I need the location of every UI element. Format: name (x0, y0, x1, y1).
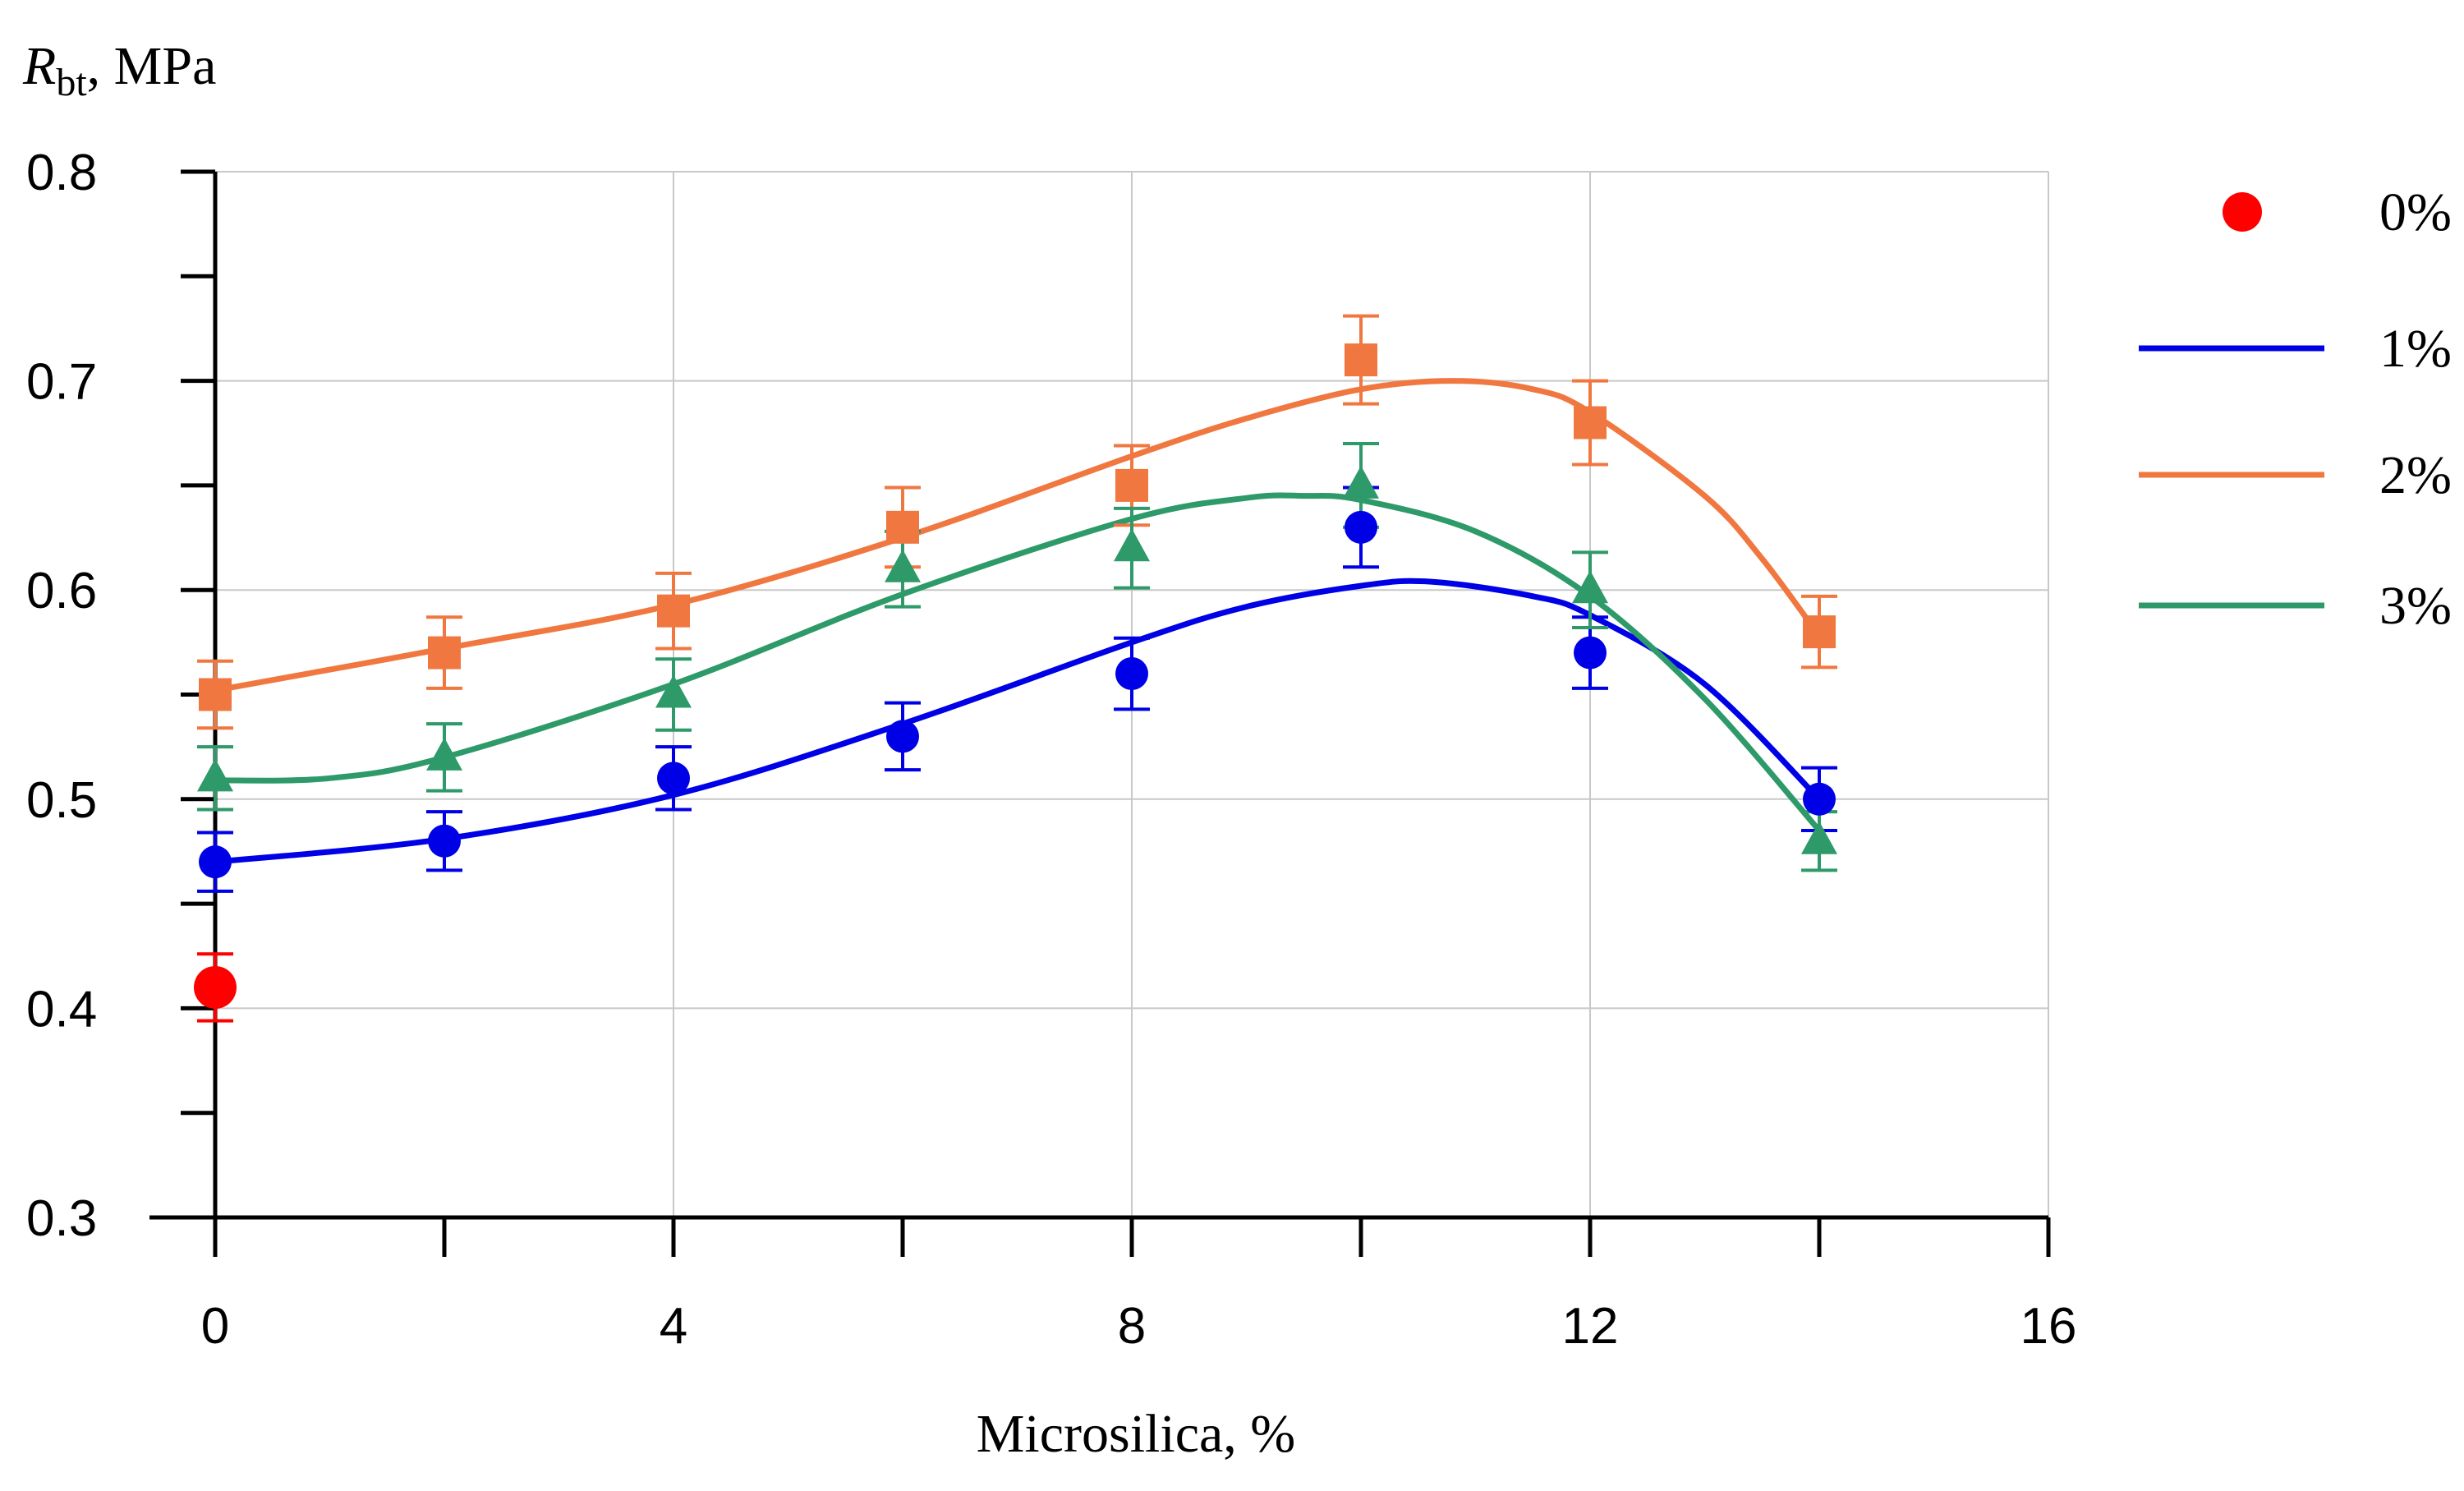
marker-3pct (426, 737, 462, 771)
legend-item-1pct: 1% (2139, 319, 2452, 379)
x-tick-label: 12 (1562, 1298, 1619, 1355)
y-tick-label: 0.6 (26, 563, 97, 619)
marker-3pct (1114, 528, 1150, 562)
legend-label: 2% (2379, 445, 2452, 505)
marker-0pct (194, 965, 237, 1009)
marker-2pct (199, 678, 232, 711)
legend-label: 3% (2379, 576, 2452, 636)
axes (149, 172, 2048, 1220)
x-axis-ticks: 0 4 8 12 16 (201, 1217, 2077, 1355)
marker-2pct (1345, 343, 1377, 377)
marker-3pct (1572, 570, 1608, 604)
marker-1pct (199, 845, 232, 879)
marker-3pct (197, 758, 233, 792)
marker-1pct (428, 824, 461, 858)
legend-label: 1% (2379, 319, 2452, 379)
y-tick-label: 0.7 (26, 354, 97, 411)
fit-curve-series-2 (214, 378, 1822, 693)
legend-label: 0% (2379, 182, 2452, 242)
y-tick-label: 0.8 (26, 145, 97, 201)
marker-3pct (1801, 821, 1837, 854)
legend: 0% 1% 2% 3% (2139, 182, 2452, 636)
y-tick-label: 0.4 (26, 981, 97, 1038)
marker-3pct (1343, 465, 1379, 499)
y-tick-label: 0.5 (26, 772, 97, 829)
marker-3pct (655, 674, 692, 708)
marker-2pct (886, 510, 919, 544)
x-tick-label: 16 (2020, 1298, 2077, 1355)
y-axis-title: Rbt, MPa (22, 36, 216, 104)
x-tick-label: 4 (660, 1298, 687, 1355)
legend-item-3pct: 3% (2139, 576, 2452, 636)
marker-1pct (1115, 657, 1148, 691)
x-tick-label: 8 (1118, 1298, 1146, 1355)
y-axis-symbol: R (22, 36, 56, 96)
y-axis-ticks: 0.3 0.4 0.5 0.6 0.7 0.8 (26, 145, 215, 1247)
error-bars (197, 314, 1837, 1023)
legend-item-2pct: 2% (2139, 445, 2452, 505)
fit-curve-series-1 (214, 578, 1822, 865)
marker-3pct (885, 549, 921, 582)
marker-1pct (1574, 636, 1607, 670)
data-markers (194, 343, 1837, 1009)
y-axis-unit: , MPa (87, 36, 217, 96)
y-tick-label: 0.3 (26, 1190, 97, 1247)
marker-2pct (1574, 406, 1607, 439)
marker-2pct (1803, 615, 1836, 649)
marker-1pct (1803, 782, 1836, 816)
legend-item-0pct: 0% (2223, 182, 2452, 242)
marker-2pct (428, 636, 461, 670)
marker-1pct (657, 762, 690, 795)
x-tick-label: 0 (201, 1298, 229, 1355)
marker-1pct (1345, 510, 1377, 544)
marker-2pct (657, 594, 690, 628)
y-axis-subscript: bt (56, 61, 87, 104)
marker-2pct (1115, 468, 1148, 502)
x-axis-title: Microsilica, % (977, 1404, 1296, 1464)
legend-swatch-marker (2223, 192, 2262, 232)
marker-1pct (886, 720, 919, 753)
grid (215, 171, 2049, 1217)
